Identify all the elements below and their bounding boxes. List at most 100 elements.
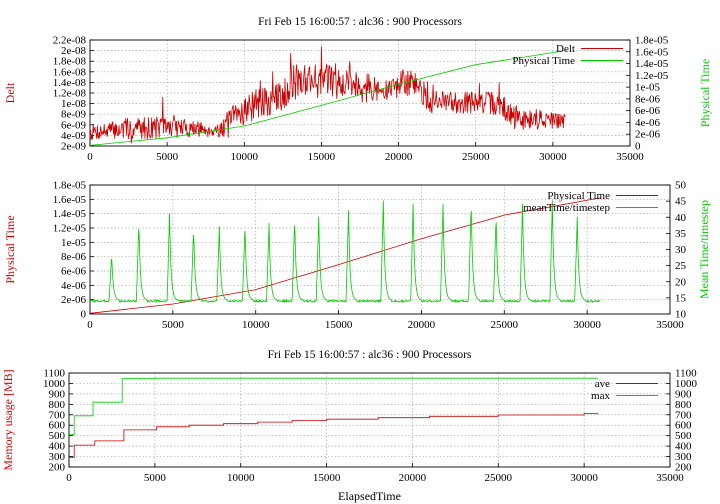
y-tick-label: 1.2e-05 xyxy=(53,223,87,235)
x-tick-label: 30000 xyxy=(539,151,567,163)
y-tick-label: 6e-06 xyxy=(61,266,87,278)
legend-label: max xyxy=(591,390,610,402)
y-tick-label: 6e-09 xyxy=(61,119,87,131)
x-tick-label: 30000 xyxy=(573,319,601,331)
chart-panel-physical-time: 0 5000 10000 15000 20000 25000 30000 35000 0 2e-0… xyxy=(3,180,711,332)
chart-title: Fri Feb 15 16:00:57 : alc36 : 900 Proces… xyxy=(268,349,472,361)
y-tick-label: 800 xyxy=(49,399,66,411)
y2-tick-label: 1.2e-05 xyxy=(635,70,669,82)
x-tick-label: 35000 xyxy=(656,472,684,484)
y-tick-label: 900 xyxy=(49,388,66,400)
y2-tick-label: 4e-06 xyxy=(635,117,661,129)
y2-tick-label: 900 xyxy=(675,388,692,400)
y-tick-label: 1e-08 xyxy=(61,98,87,110)
legend-label: ave xyxy=(595,378,610,390)
y2-tick-label: 1.6e-05 xyxy=(635,46,669,58)
y-tick-label: 700 xyxy=(49,409,66,421)
series-line-max xyxy=(69,377,598,435)
y-tick-label: 2e-06 xyxy=(61,294,87,306)
x-tick-label: 15000 xyxy=(313,472,341,484)
y2-tick-label: 1.4e-05 xyxy=(635,58,669,70)
y2-tick-label: 1.8e-05 xyxy=(635,35,669,47)
y2-tick-label: 400 xyxy=(675,441,692,453)
y-tick-label: 2e-08 xyxy=(61,45,87,57)
x-tick-label: 30000 xyxy=(570,472,598,484)
y-tick-label: 1.4e-05 xyxy=(53,208,87,220)
y2-tick-label: 35 xyxy=(675,228,687,240)
y-tick-label: 8e-09 xyxy=(61,109,87,121)
legend-label: Physical Time xyxy=(547,190,610,202)
y2-tick-label: 0 xyxy=(635,141,641,153)
y-tick-label: 1.6e-08 xyxy=(53,66,87,78)
x-tick-label: 20000 xyxy=(385,151,413,163)
x-tick-label: 5000 xyxy=(162,319,185,331)
chart-panel-memory-usage: 0 5000 10000 15000 20000 25000 30000 3500020030… xyxy=(1,349,698,503)
plot-frame xyxy=(68,372,671,468)
x-tick-label: 5000 xyxy=(144,472,167,484)
x-tick-label: 35000 xyxy=(656,319,684,331)
x-tick-label: 20000 xyxy=(408,319,436,331)
y2-tick-label: 10 xyxy=(675,309,687,321)
y-tick-label: 200 xyxy=(49,462,66,474)
y2-tick-label: 1000 xyxy=(675,378,698,390)
legend-label: Physical Time xyxy=(512,55,575,67)
chart-title: Fri Feb 15 16:00:57 : alc36 : 900 Proces… xyxy=(258,16,462,28)
y-tick-label: 4e-09 xyxy=(61,130,87,142)
y2-tick-label: 20 xyxy=(675,276,687,288)
y-tick-label: 1100 xyxy=(43,368,65,380)
y-tick-label: 300 xyxy=(49,451,66,463)
y2-tick-label: 1100 xyxy=(675,368,697,380)
x-tick-label: 25000 xyxy=(491,319,519,331)
y-tick-label: 0 xyxy=(81,309,87,321)
y-tick-label: 1.4e-08 xyxy=(53,77,87,89)
y-tick-label: 600 xyxy=(49,420,66,432)
y-tick-label: 500 xyxy=(49,430,66,442)
y-tick-label: 2e-09 xyxy=(61,141,87,153)
series-line-physical-time xyxy=(89,197,601,314)
legend-label: Delt xyxy=(556,43,575,55)
x-tick-label: 35000 xyxy=(616,151,644,163)
y-tick-label: 2.2e-08 xyxy=(53,35,87,47)
chart-panel-delt: 0 5000 10000 15000 20000 25000 30000 35000 2e-09… xyxy=(3,16,712,163)
y-tick-label: 1.6e-05 xyxy=(53,194,87,206)
x-tick-label: 10000 xyxy=(227,472,255,484)
y2-tick-label: 2e-06 xyxy=(635,129,661,141)
x-tick-label: 25000 xyxy=(462,151,490,163)
y-tick-label: 1.8e-08 xyxy=(53,56,87,68)
y2-tick-label: 15 xyxy=(675,292,687,304)
y2-tick-label: 500 xyxy=(675,430,692,442)
y-tick-label: 1.2e-08 xyxy=(53,88,87,100)
plot-frame xyxy=(89,39,631,147)
y2-axis-label: Physical Time xyxy=(698,59,712,127)
series-line-delt xyxy=(89,46,566,144)
x-tick-label: 0 xyxy=(87,319,93,331)
y-tick-label: 1000 xyxy=(43,378,66,390)
y-tick-label: 4e-06 xyxy=(61,280,87,292)
y2-tick-label: 800 xyxy=(675,399,692,411)
x-tick-label: 20000 xyxy=(399,472,427,484)
y2-tick-label: 700 xyxy=(675,409,692,421)
y2-tick-label: 600 xyxy=(675,420,692,432)
y-tick-label: 400 xyxy=(49,441,66,453)
y2-tick-label: 1e-05 xyxy=(635,82,661,94)
y2-tick-label: 25 xyxy=(675,260,687,272)
x-tick-label: 0 xyxy=(87,151,93,163)
y2-tick-label: 8e-06 xyxy=(635,93,661,105)
y-axis-label: Memory usage [MB] xyxy=(1,369,15,470)
y2-tick-label: 50 xyxy=(675,180,687,192)
x-tick-label: 10000 xyxy=(231,151,259,163)
x-tick-label: 25000 xyxy=(485,472,513,484)
x-tick-label: 15000 xyxy=(308,151,336,163)
legend-label: meanTime/timestep xyxy=(523,202,610,214)
y2-tick-label: 30 xyxy=(675,244,687,256)
x-tick-label: 5000 xyxy=(156,151,179,163)
series-line-ave xyxy=(69,413,599,458)
y2-tick-label: 200 xyxy=(675,462,692,474)
plot-frame xyxy=(89,184,671,315)
x-tick-label: 0 xyxy=(66,472,72,484)
series-line-meantime-timestep xyxy=(89,200,601,304)
y-axis-label: Delt xyxy=(3,82,17,103)
y2-tick-label: 300 xyxy=(675,451,692,463)
y2-tick-label: 40 xyxy=(675,212,687,224)
